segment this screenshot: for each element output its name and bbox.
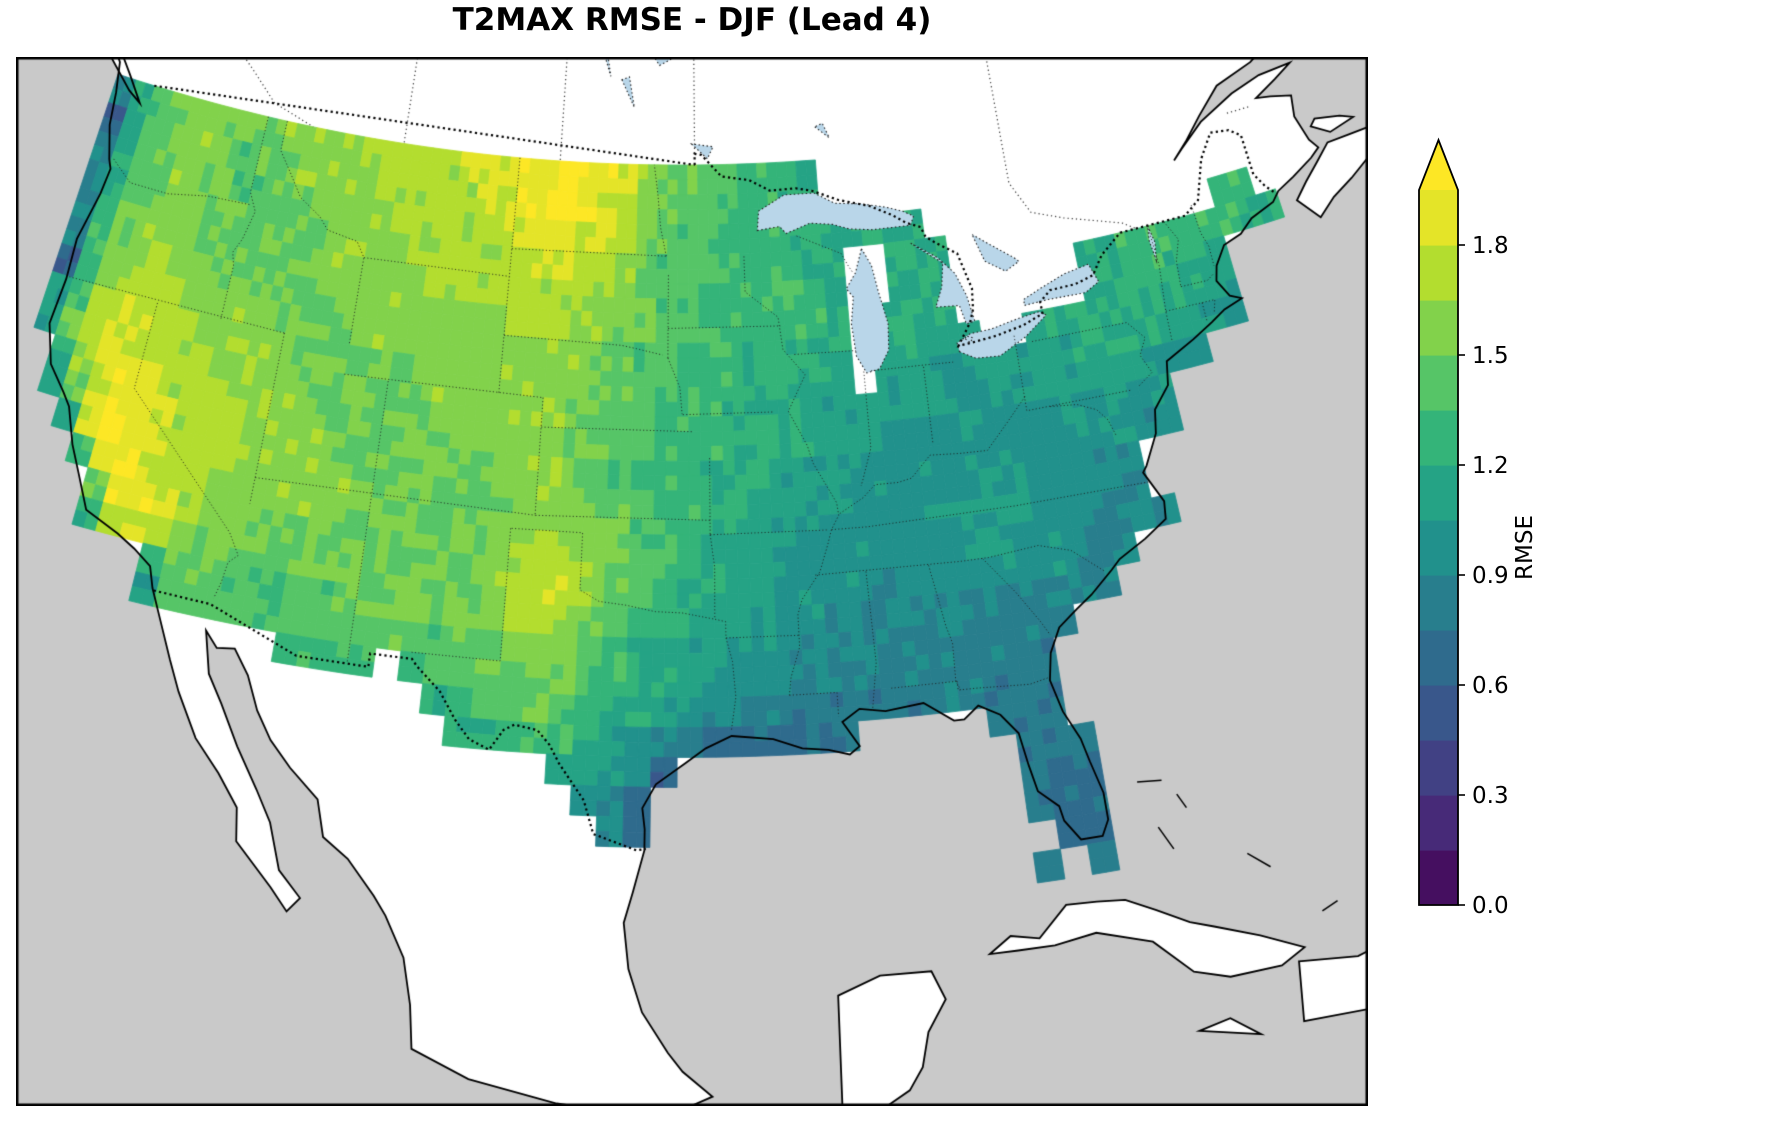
colorbar-segment bbox=[1419, 465, 1458, 521]
colorbar-axis-label: RMSE bbox=[1512, 515, 1538, 580]
map-canvas bbox=[16, 57, 1368, 1106]
colorbar-extend-arrow bbox=[1419, 140, 1458, 190]
colorbar-segment bbox=[1419, 795, 1458, 851]
colorbar-segment bbox=[1419, 410, 1458, 466]
colorbar-segment bbox=[1419, 630, 1458, 686]
colorbar-segment bbox=[1419, 740, 1458, 796]
colorbar: 0.0 0.3 0.6 0.9 1.2 1.5 1.8 RMSE bbox=[1418, 137, 1538, 919]
colorbar-segment bbox=[1419, 850, 1458, 906]
colorbar-segment bbox=[1419, 520, 1458, 576]
colorbar-segment bbox=[1419, 355, 1458, 411]
colorbar-tick-label: 1.8 bbox=[1472, 233, 1509, 259]
map-axes bbox=[16, 57, 1368, 1106]
colorbar-segment bbox=[1419, 300, 1458, 356]
colorbar-tick-label: 1.5 bbox=[1472, 343, 1509, 369]
colorbar-tick-label: 0.0 bbox=[1472, 893, 1509, 919]
colorbar-segment bbox=[1419, 190, 1458, 246]
colorbar-tick-label: 0.6 bbox=[1472, 673, 1509, 699]
figure-title: T2MAX RMSE - DJF (Lead 4) bbox=[452, 2, 932, 38]
colorbar-tick-label: 0.3 bbox=[1472, 783, 1509, 809]
colorbar-segment bbox=[1419, 245, 1458, 301]
colorbar-outline bbox=[1418, 137, 1459, 906]
colorbar-tick-label: 0.9 bbox=[1472, 563, 1509, 589]
colorbar-segment bbox=[1419, 575, 1458, 631]
colorbar-segment bbox=[1419, 685, 1458, 741]
colorbar-tick-label: 1.2 bbox=[1472, 453, 1509, 479]
